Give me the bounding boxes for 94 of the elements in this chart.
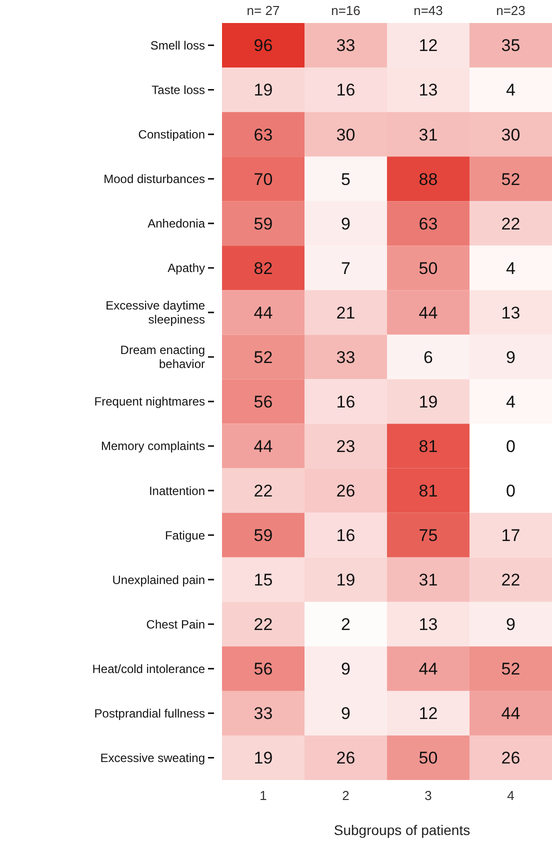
data-label: 13 bbox=[418, 615, 438, 634]
data-label: 16 bbox=[336, 526, 356, 546]
data-label: 5 bbox=[341, 170, 350, 189]
y-tick-label: Apathy bbox=[168, 261, 205, 276]
data-label: 16 bbox=[336, 80, 356, 100]
y-tick-label: Excessive daytime sleepiness bbox=[106, 298, 206, 327]
data-label: 44 bbox=[254, 303, 273, 322]
data-label: 12 bbox=[418, 704, 438, 724]
data-label: 9 bbox=[341, 214, 350, 234]
data-label: 44 bbox=[418, 660, 438, 679]
data-label: 19 bbox=[336, 570, 356, 590]
data-label: 56 bbox=[254, 660, 273, 679]
data-label: 7 bbox=[341, 258, 350, 278]
y-tick-label: Memory complaints bbox=[100, 439, 205, 454]
y-tick-label: Anhedonia bbox=[148, 216, 206, 231]
y-tick-label: Chest Pain bbox=[146, 617, 205, 632]
data-label: 30 bbox=[501, 125, 520, 144]
x-tick-label: 3 bbox=[424, 788, 432, 803]
data-label: 52 bbox=[501, 170, 520, 189]
y-tick-label: Mood disturbances bbox=[104, 172, 205, 186]
y-tick-label: Fatigue bbox=[164, 528, 206, 542]
data-label: 26 bbox=[501, 748, 520, 768]
data-label: 19 bbox=[254, 748, 273, 768]
data-label: 13 bbox=[501, 303, 520, 322]
data-label: 0 bbox=[506, 436, 516, 456]
data-label: 4 bbox=[506, 392, 516, 412]
data-label: 13 bbox=[418, 80, 438, 100]
y-tick-label: Constipation bbox=[138, 128, 205, 142]
data-label: 75 bbox=[418, 526, 438, 546]
data-label: 44 bbox=[254, 436, 273, 456]
data-label: 33 bbox=[336, 36, 356, 56]
data-label: 52 bbox=[501, 660, 520, 679]
data-label: 50 bbox=[418, 748, 438, 768]
data-label: 81 bbox=[418, 436, 438, 456]
y-tick-label: Inattention bbox=[148, 484, 205, 498]
data-label: 33 bbox=[254, 704, 273, 724]
data-label: 59 bbox=[254, 214, 273, 234]
y-tick-label: Heat/cold intolerance bbox=[92, 662, 206, 676]
data-label: 52 bbox=[254, 348, 273, 367]
data-label: 4 bbox=[506, 80, 516, 100]
data-label: 44 bbox=[418, 303, 438, 322]
data-label: 19 bbox=[418, 392, 438, 412]
data-label: 96 bbox=[254, 36, 273, 56]
data-label: 19 bbox=[254, 80, 273, 100]
data-label: 82 bbox=[254, 258, 273, 278]
data-label: 63 bbox=[254, 125, 273, 144]
data-label: 88 bbox=[418, 170, 438, 189]
y-tick-label: Taste loss bbox=[152, 82, 205, 97]
data-label: 6 bbox=[424, 348, 433, 367]
data-label: 22 bbox=[254, 615, 273, 634]
data-label: 2 bbox=[341, 615, 350, 634]
text: n= 27 bbox=[246, 3, 280, 18]
data-label: 9 bbox=[506, 615, 516, 634]
data-label: 22 bbox=[254, 482, 273, 501]
x-tick-label: 2 bbox=[342, 788, 350, 803]
data-label: 15 bbox=[254, 570, 273, 590]
data-label: 26 bbox=[336, 748, 356, 768]
text: n=43 bbox=[414, 3, 443, 18]
text: n=16 bbox=[331, 3, 360, 18]
y-tick-label: Postprandial fullness bbox=[94, 706, 205, 720]
data-label: 9 bbox=[341, 660, 350, 679]
data-label: 12 bbox=[418, 36, 438, 56]
data-label: 9 bbox=[506, 348, 516, 367]
data-label: 35 bbox=[501, 36, 520, 56]
y-tick-label: Excessive sweating bbox=[100, 750, 205, 765]
data-label: 30 bbox=[336, 125, 356, 144]
data-label: 50 bbox=[418, 258, 438, 278]
data-label: 9 bbox=[341, 704, 350, 724]
y-tick-label: Dream enacting behavior bbox=[120, 343, 206, 372]
x-axis-title: Subgroups of patients bbox=[334, 822, 470, 838]
data-label: 31 bbox=[418, 570, 438, 590]
data-label: 0 bbox=[506, 482, 516, 501]
x-tick-label: 1 bbox=[260, 788, 267, 803]
data-label: 23 bbox=[336, 436, 356, 456]
data-label: 81 bbox=[418, 482, 438, 501]
text: n=23 bbox=[496, 3, 526, 18]
data-label: 63 bbox=[418, 214, 438, 234]
data-label: 44 bbox=[501, 704, 520, 724]
data-label: 59 bbox=[254, 526, 273, 546]
data-label: 21 bbox=[336, 303, 356, 322]
x-tick-label: 4 bbox=[507, 788, 514, 803]
data-label: 22 bbox=[501, 214, 520, 234]
data-label: 16 bbox=[336, 392, 356, 412]
data-label: 56 bbox=[254, 392, 273, 412]
data-label: 31 bbox=[418, 125, 438, 144]
data-label: 22 bbox=[501, 570, 520, 590]
y-tick-label: Frequent nightmares bbox=[94, 394, 205, 409]
data-label: 26 bbox=[336, 482, 356, 501]
data-label: 33 bbox=[336, 348, 356, 367]
y-tick-label: Smell loss bbox=[150, 38, 205, 52]
data-label: 17 bbox=[501, 526, 520, 546]
data-label: 4 bbox=[506, 258, 516, 278]
data-label: 70 bbox=[254, 170, 273, 189]
y-tick-label: Unexplained pain bbox=[112, 572, 205, 587]
